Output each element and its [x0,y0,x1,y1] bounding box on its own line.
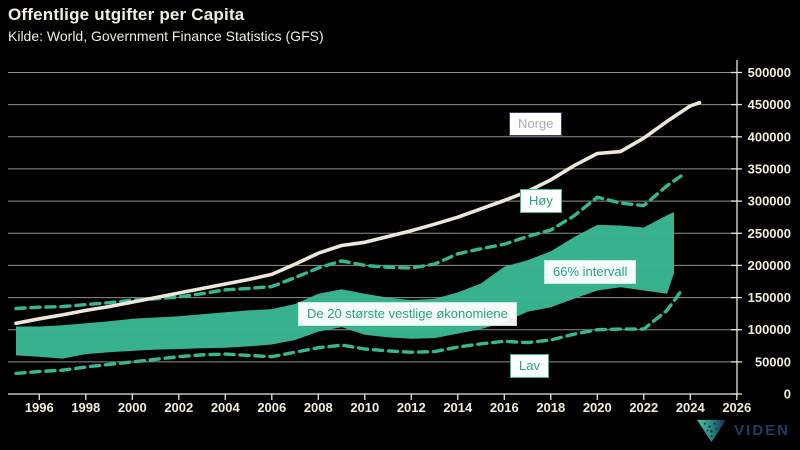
y-tick-label: 50000 [755,354,791,369]
y-tick-label: 200000 [748,258,791,273]
annotation-lav: Lav [510,354,549,379]
x-tick-label: 2006 [257,400,286,415]
annotation-hoy: Høy [520,189,562,214]
annotation-economies: De 20 største vestlige økonomiene [298,302,517,327]
viden-logo: VIDEN [696,417,790,444]
x-tick-label: 2004 [211,400,241,415]
y-tick-label: 500000 [748,65,791,80]
viden-logo-text: VIDEN [734,422,790,439]
chart-title: Offentlige utgifter per Capita [8,5,245,24]
x-tick-label: 2020 [583,400,612,415]
chart-source: Kilde: World, Government Finance Statist… [8,28,324,44]
x-tick-label: 2002 [164,400,193,415]
band-area [16,212,674,359]
x-tick-label: 2022 [629,400,658,415]
chart-header: Offentlige utgifter per Capita Kilde: Wo… [8,5,324,44]
y-tick-label: 150000 [748,290,791,305]
x-tick-label: 2024 [676,400,706,415]
x-tick-label: 1996 [25,400,54,415]
y-tick-label: 400000 [748,129,791,144]
hoy-line [14,174,683,311]
y-tick-label: 300000 [748,194,791,209]
norge-line [14,100,702,326]
x-tick-label: 2016 [490,400,519,415]
x-tick-label: 2012 [397,400,426,415]
x-tick-label: 2018 [536,400,565,415]
y-tick-label: 250000 [748,226,791,241]
y-tick-label: 350000 [748,161,791,176]
lav-line [14,289,683,376]
viden-triangle-icon [697,419,727,443]
annotation-interval: 66% intervall [544,260,637,285]
x-tick-label: 2014 [443,400,473,415]
y-tick-label: 0 [784,387,791,402]
x-tick-label: 2026 [722,400,751,415]
x-tick-label: 2000 [118,400,147,415]
y-tick-label: 450000 [748,97,791,112]
annotation-norge: Norge [509,112,563,137]
x-tick-label: 2008 [304,400,333,415]
x-tick-label: 1998 [71,400,100,415]
y-tick-label: 100000 [748,322,791,337]
x-tick-label: 2010 [350,400,379,415]
